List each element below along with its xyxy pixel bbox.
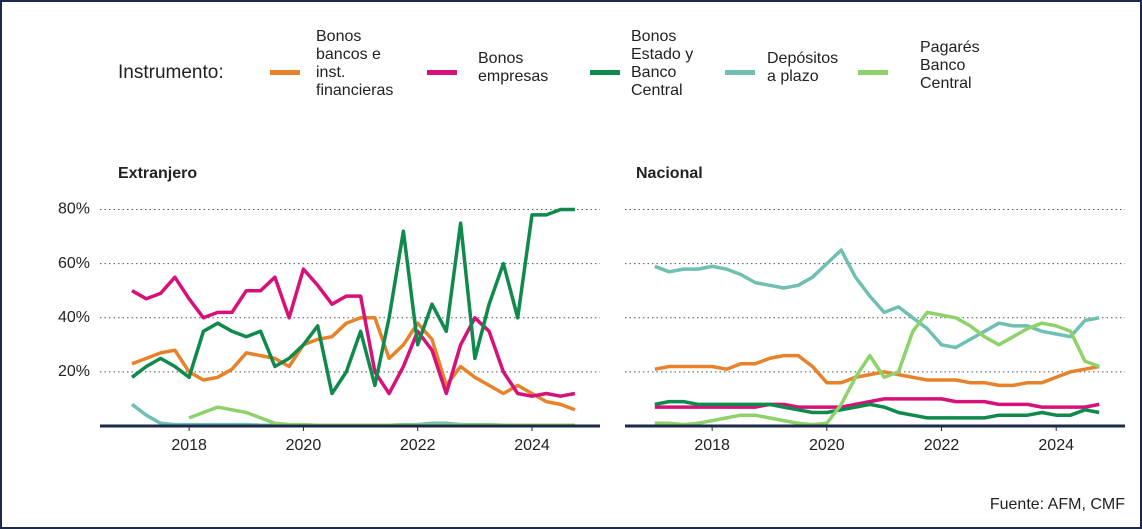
series-line — [654, 353, 1100, 388]
series-line — [188, 405, 575, 427]
legend-title: Instrumento: — [118, 62, 224, 83]
series-line — [654, 399, 1100, 420]
legend-swatch — [427, 70, 457, 75]
series-line — [130, 207, 575, 396]
legend-label: Depósitos a plazo — [767, 50, 839, 85]
y-tick-label: 60% — [58, 255, 90, 272]
legend-label: Bonos bancos e inst. financieras — [316, 28, 394, 99]
panel-title: Nacional — [636, 165, 703, 182]
source: Fuente: AFM, CMF — [990, 496, 1125, 513]
x-tick-label: 2020 — [286, 437, 322, 454]
series-line — [654, 310, 1100, 427]
x-tick-label: 2024 — [1038, 437, 1074, 454]
series-line — [131, 316, 576, 412]
legend-swatch — [858, 70, 888, 75]
legend-label: Bonos empresas — [478, 50, 549, 85]
y-tick-label: 80% — [58, 201, 90, 218]
series-line — [654, 397, 1100, 409]
y-tick-label: 20% — [58, 363, 90, 380]
series-line — [131, 267, 576, 398]
x-tick-label: 2018 — [171, 437, 207, 454]
legend-swatch — [270, 70, 300, 75]
x-tick-label: 2022 — [924, 437, 960, 454]
legend-swatch — [590, 70, 620, 75]
legend-label: Bonos Estado y Banco Central — [631, 28, 694, 99]
x-tick-label: 2022 — [400, 437, 436, 454]
y-tick-label: 40% — [58, 309, 90, 326]
x-tick-label: 2020 — [809, 437, 845, 454]
legend-swatch — [725, 70, 755, 75]
x-tick-label: 2018 — [694, 437, 730, 454]
x-tick-label: 2024 — [514, 437, 550, 454]
panel-title: Extranjero — [118, 165, 197, 182]
series-line — [654, 248, 1100, 350]
legend-label: Pagarés Banco Central — [920, 39, 980, 92]
